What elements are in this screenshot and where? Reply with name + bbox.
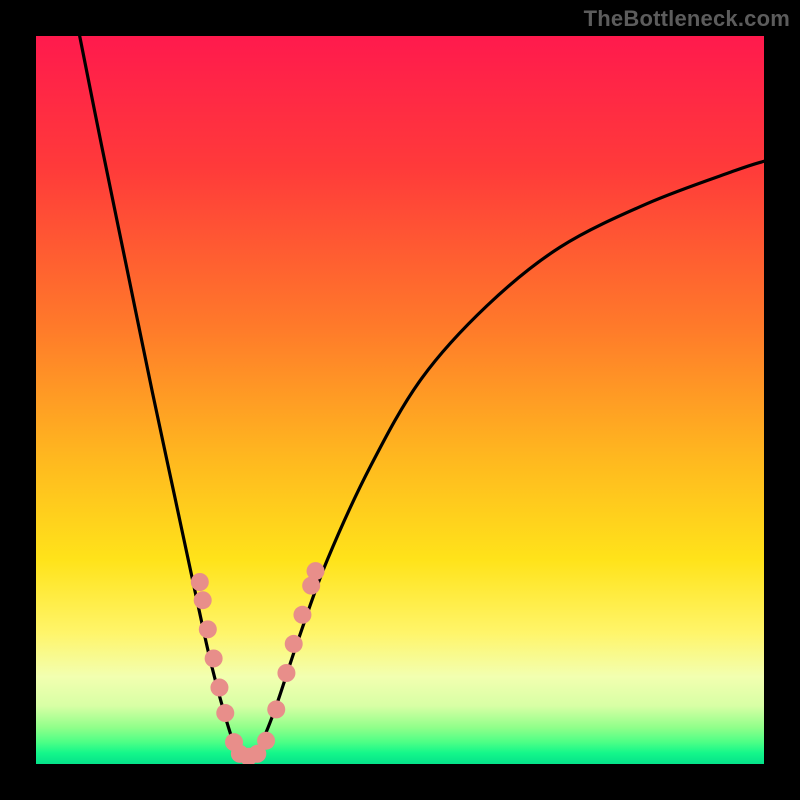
marker-dot: [267, 700, 285, 718]
marker-dot: [307, 562, 325, 580]
marker-dot: [293, 606, 311, 624]
watermark-text: TheBottleneck.com: [584, 6, 790, 32]
marker-dot: [257, 732, 275, 750]
marker-dot: [210, 679, 228, 697]
marker-dot: [285, 635, 303, 653]
marker-dot: [216, 704, 234, 722]
marker-dot: [277, 664, 295, 682]
marker-dot: [199, 620, 217, 638]
chart-canvas: TheBottleneck.com: [0, 0, 800, 800]
marker-dot: [194, 591, 212, 609]
gradient-background: [36, 36, 764, 764]
marker-dot: [191, 573, 209, 591]
marker-dot: [205, 649, 223, 667]
chart-svg: [0, 0, 800, 800]
